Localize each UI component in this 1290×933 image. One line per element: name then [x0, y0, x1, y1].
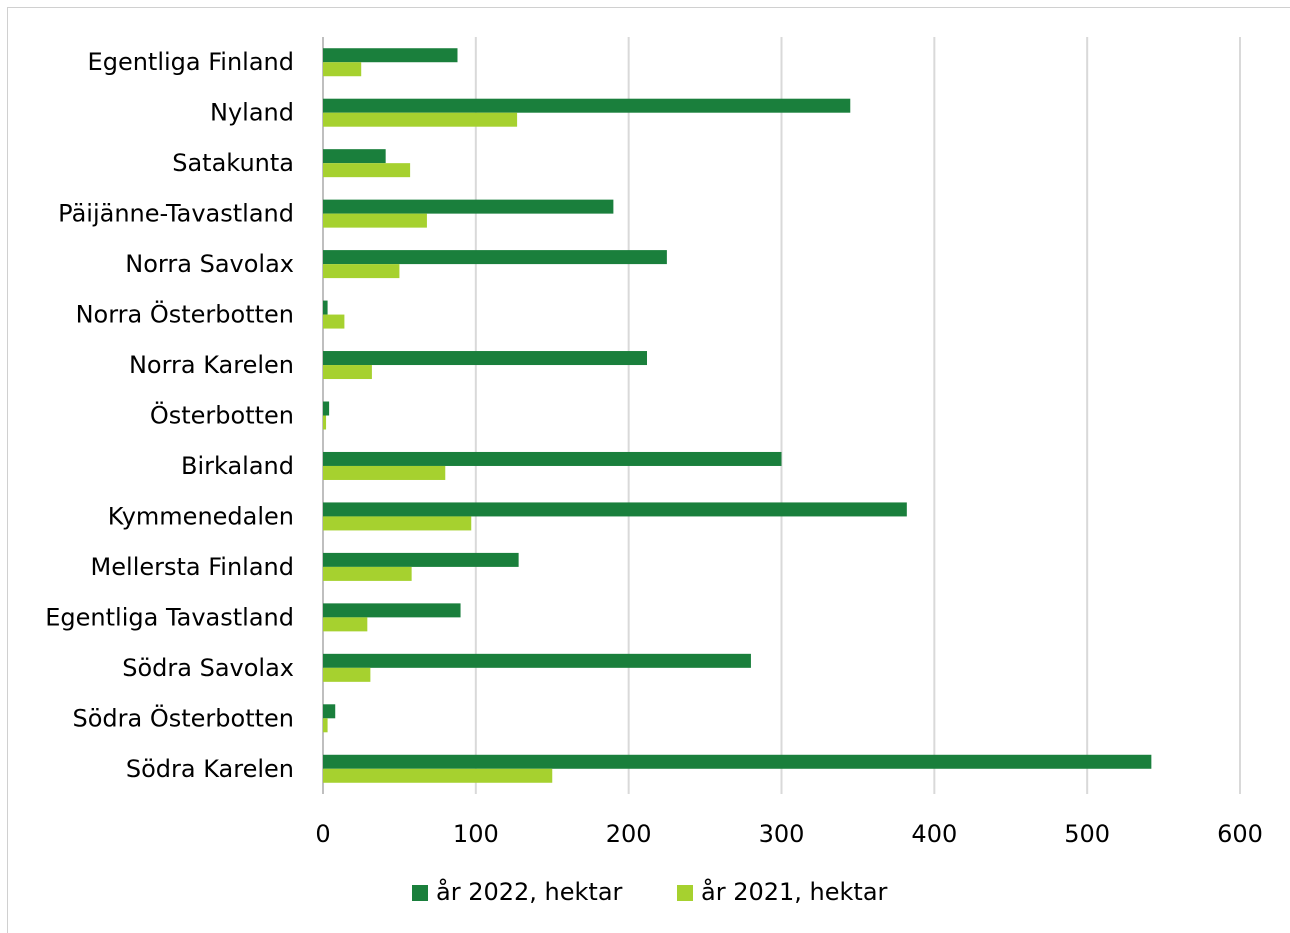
bar-2022 [323, 351, 648, 366]
category-label: Norra Österbotten [76, 300, 294, 329]
bars [323, 48, 1152, 783]
x-tick-label: 300 [759, 820, 805, 848]
bar-2022 [323, 502, 907, 517]
bar-2021 [323, 112, 518, 127]
bar-2021 [323, 415, 327, 430]
category-label: Nyland [210, 99, 294, 127]
category-label: Södra Karelen [126, 755, 294, 783]
category-labels: Egentliga Finland Nyland Satakunta Päijänne… [45, 48, 294, 783]
bar-2022 [323, 754, 1152, 769]
bar-2021 [323, 667, 371, 682]
bar-2022 [323, 199, 614, 214]
category-label: Södra Savolax [122, 654, 294, 682]
category-label: Österbotten [150, 401, 294, 430]
legend-swatch [677, 885, 693, 901]
x-tick-label: 600 [1217, 820, 1263, 848]
category-label: Mellersta Finland [91, 553, 294, 581]
bar-2021 [323, 768, 553, 783]
category-label: Päijänne-Tavastland [58, 200, 294, 228]
x-tick-label: 100 [453, 820, 499, 848]
bar-2021 [323, 213, 427, 228]
category-label: Norra Savolax [125, 250, 294, 278]
bar-2022 [323, 300, 328, 315]
bar-2022 [323, 401, 330, 416]
category-label: Norra Karelen [129, 351, 294, 379]
category-label: Birkaland [181, 452, 294, 480]
bar-2021 [323, 163, 411, 178]
x-tick-label: 200 [606, 820, 652, 848]
bar-2021 [323, 718, 328, 733]
category-label: Södra Österbotten [72, 703, 294, 732]
bar-2021 [323, 465, 446, 480]
x-tick-label: 500 [1064, 820, 1110, 848]
bar-2022 [323, 149, 386, 164]
bar-2022 [323, 552, 519, 567]
bar-2022 [323, 704, 336, 719]
grid-lines [322, 37, 1241, 794]
legend-swatch [412, 885, 428, 901]
bar-2021 [323, 264, 400, 279]
bar-2021 [323, 516, 472, 531]
bar-2021 [323, 566, 412, 581]
bar-2021 [323, 62, 362, 77]
x-tick-label: 0 [315, 820, 330, 848]
x-tick-labels: 0 100 200 300 400 500 600 [315, 820, 1263, 848]
bar-2021 [323, 617, 368, 632]
x-tick-label: 400 [911, 820, 957, 848]
bar-2021 [323, 365, 372, 380]
bar-2022 [323, 653, 751, 668]
bar-2022 [323, 451, 782, 466]
category-label: Egentliga Finland [88, 48, 294, 76]
legend: år 2022, hektar år 2021, hektar [412, 877, 888, 906]
bar-2022 [323, 250, 667, 265]
bar-2021 [323, 314, 345, 329]
legend-label: år 2022, hektar [436, 877, 623, 906]
category-label: Kymmenedalen [108, 502, 294, 530]
bar-2022 [323, 98, 851, 113]
category-label: Egentliga Tavastland [45, 603, 294, 631]
category-label: Satakunta [172, 149, 294, 177]
bar-2022 [323, 603, 461, 618]
legend-label: år 2021, hektar [701, 877, 888, 906]
bar-2022 [323, 48, 458, 63]
chart-frame [7, 7, 1290, 933]
